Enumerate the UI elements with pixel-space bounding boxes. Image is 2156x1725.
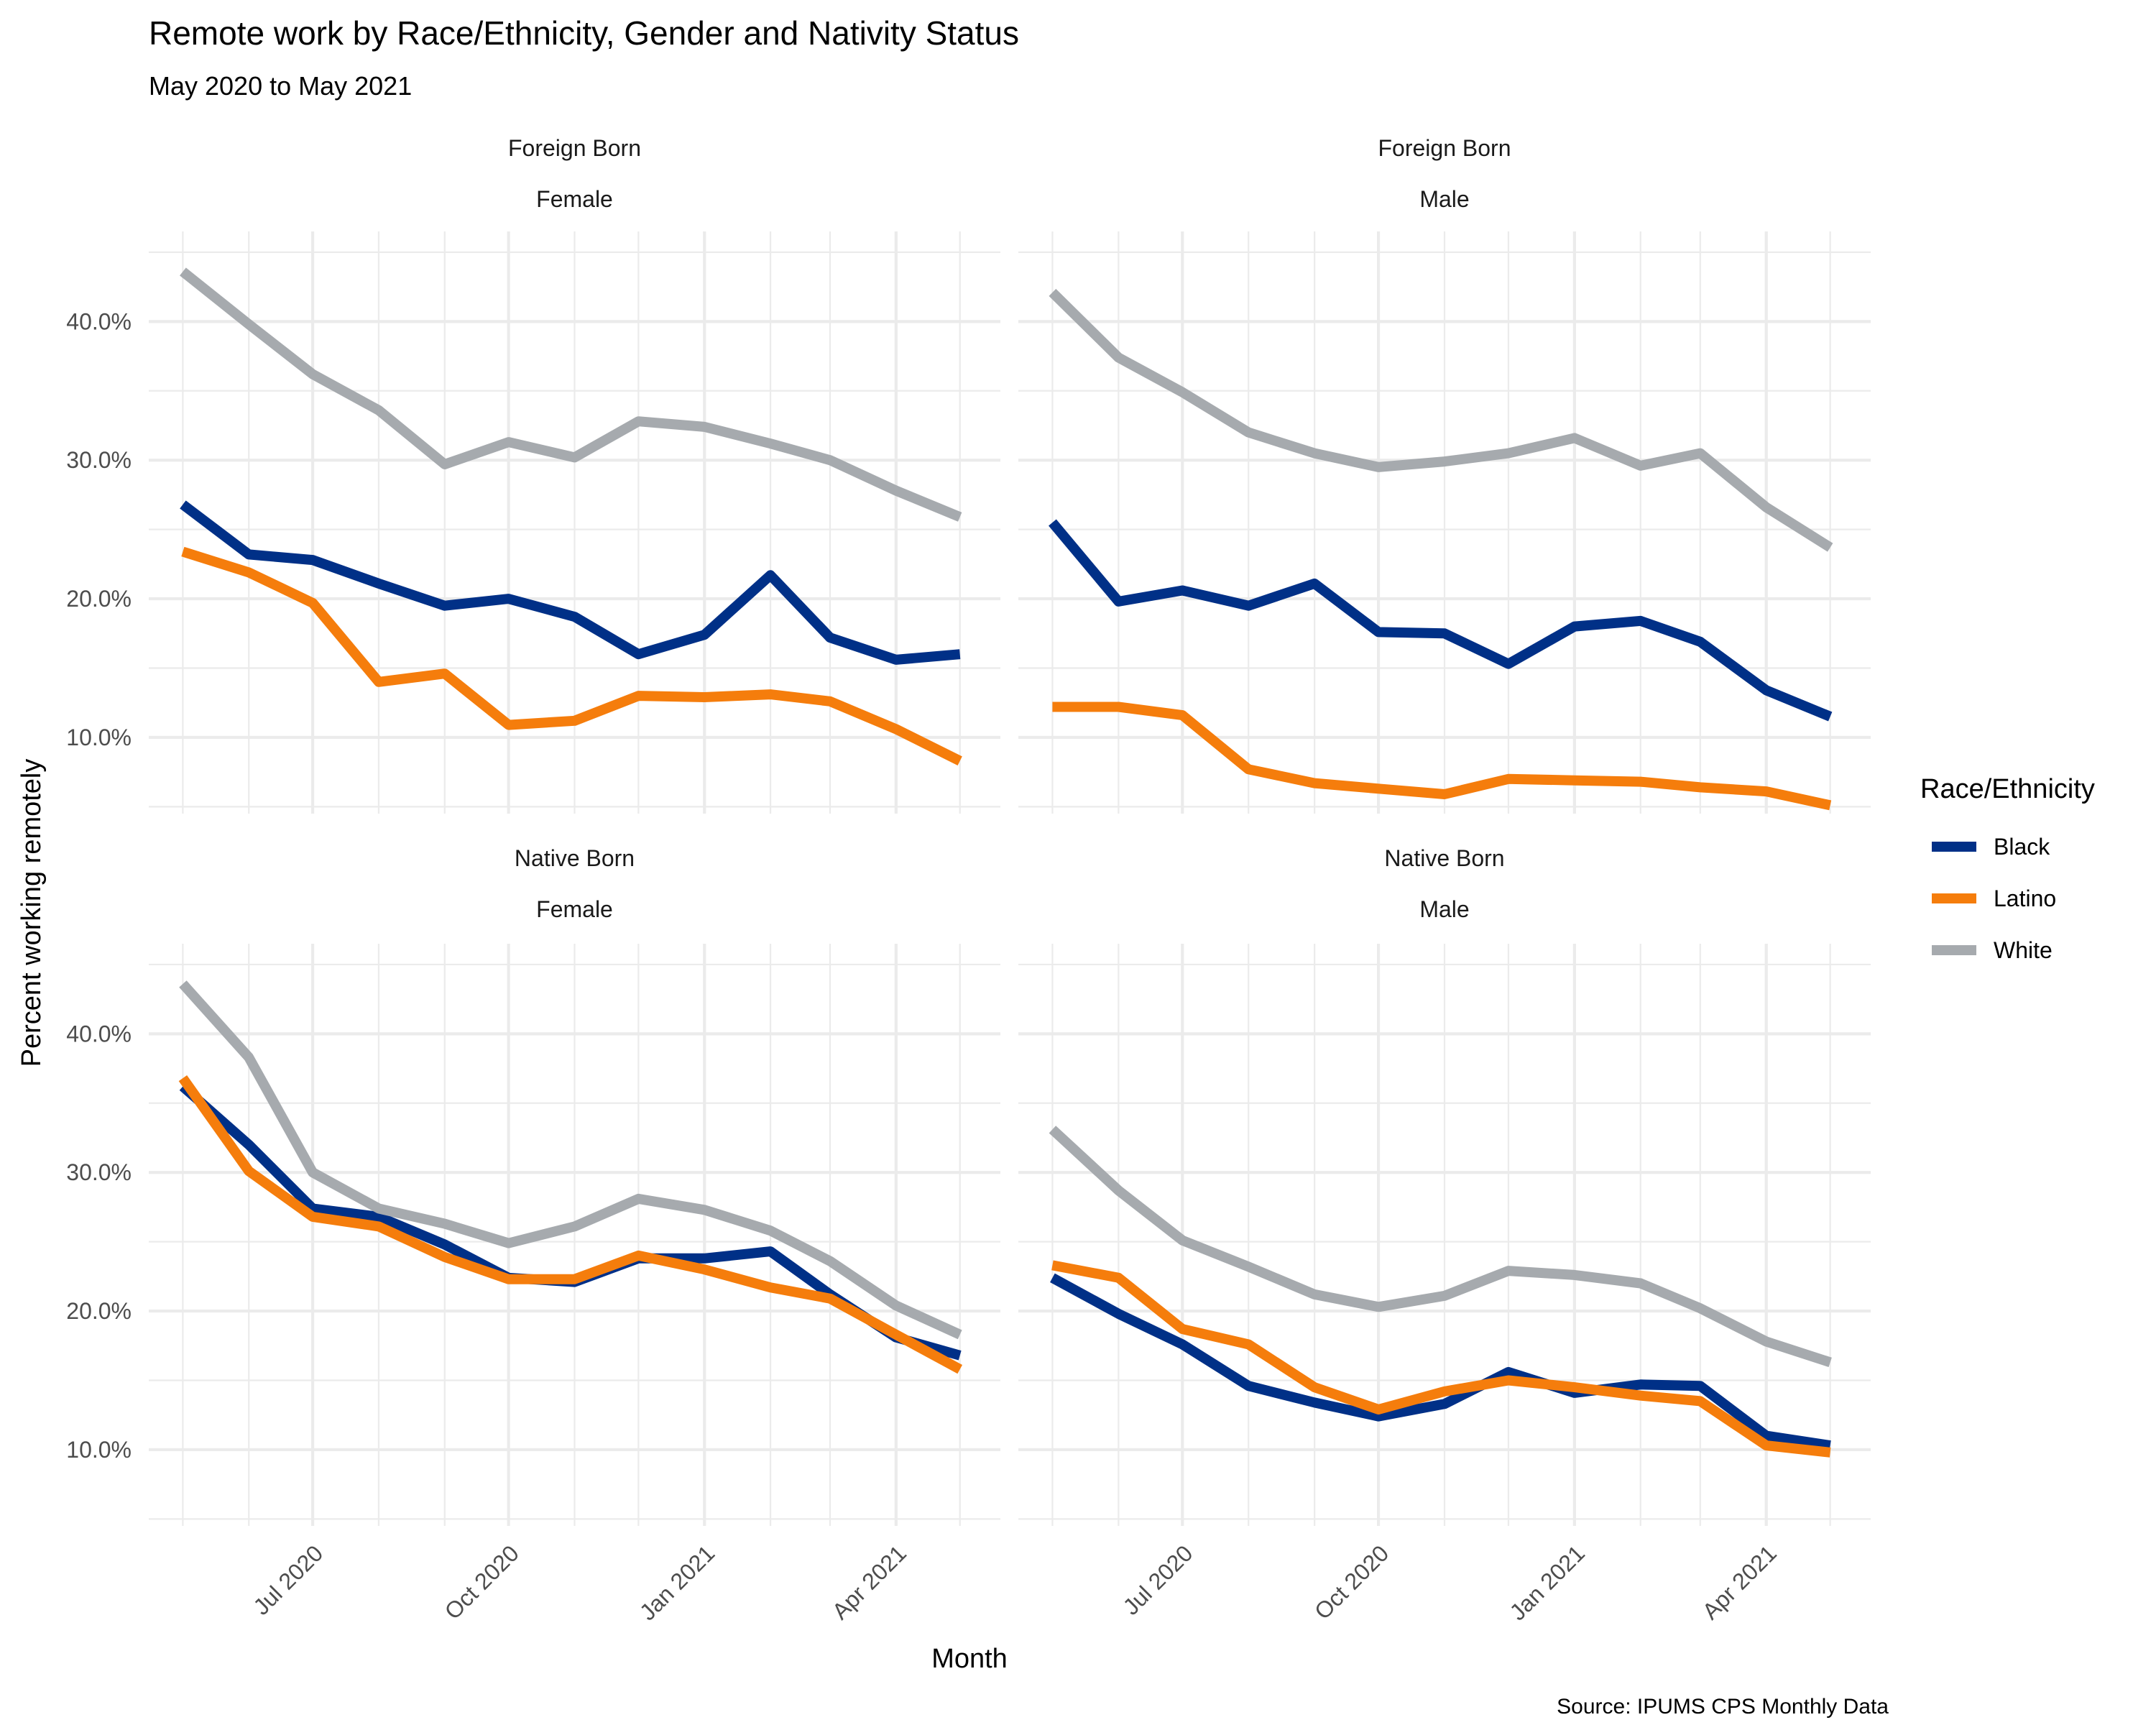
series-line-latino [178, 1075, 963, 1374]
y-tick-label: 30.0% [66, 1159, 132, 1185]
facet-panel: Foreign Born Male [1018, 135, 1871, 814]
facet-strip-gender: Male [1419, 896, 1469, 922]
legend-label-latino: Latino [1994, 886, 2056, 911]
x-tick-label: Apr 2021 [1697, 1540, 1782, 1624]
series-line-white [1049, 1126, 1832, 1368]
series-line-latino [1052, 702, 1832, 811]
series-line-white [180, 267, 962, 522]
facet-strip-nativity: Native Born [1384, 845, 1504, 871]
series-line-black [180, 500, 961, 665]
series-line-black [179, 1082, 962, 1361]
series-line-latino [181, 546, 962, 765]
chart-title: Remote work by Race/Ethnicity, Gender an… [149, 14, 1019, 52]
series-line-latino [1051, 1260, 1831, 1458]
x-tick-label: Oct 2020 [1309, 1540, 1393, 1624]
facet-panels: Foreign BornFemale10.0%20.0%30.0%40.0%Fo… [66, 135, 1871, 1625]
x-tick-label: Jul 2020 [248, 1540, 328, 1620]
x-tick-label: Jan 2021 [1505, 1540, 1590, 1626]
y-tick-label: 20.0% [66, 586, 132, 612]
y-tick-label: 10.0% [66, 1437, 132, 1463]
x-tick-label: Oct 2020 [440, 1540, 524, 1624]
facet-panel: Native Born Male Jul 2020 Oct 2020 Jan 2021 A… [1018, 845, 1871, 1625]
y-tick-label: 40.0% [66, 1021, 132, 1046]
legend-title: Race/Ethnicity [1920, 774, 2095, 804]
facet-panel: Native Born Female 10.0% 20.0% 30.0% 40.0% Jul… [66, 845, 1000, 1625]
facet-strip-nativity: Native Born [515, 845, 635, 871]
x-tick-label: Apr 2021 [827, 1540, 911, 1624]
facet-strip-nativity: Foreign Born [1378, 135, 1511, 161]
x-axis-label: Month [931, 1644, 1008, 1674]
x-tick-label: Jan 2021 [635, 1540, 720, 1626]
legend: Race/Ethnicity Black Latino White [1920, 774, 2095, 963]
legend-label-black: Black [1994, 834, 2050, 860]
legend-label-white: White [1994, 937, 2053, 963]
y-tick-label: 40.0% [66, 308, 132, 334]
facet-strip-gender: Female [536, 186, 613, 212]
facet-strip-nativity: Foreign Born [508, 135, 641, 161]
series-line-white [179, 980, 962, 1340]
y-tick-label: 20.0% [66, 1298, 132, 1324]
y-tick-label: 10.0% [66, 724, 132, 750]
y-axis-label: Percent working remotely [17, 759, 47, 1067]
facet-strip-gender: Female [536, 896, 613, 922]
chart-subtitle: May 2020 to May 2021 [149, 71, 412, 101]
series-line-white [1049, 288, 1833, 552]
facet-strip-gender: Male [1419, 186, 1469, 212]
x-tick-label: Jul 2020 [1118, 1540, 1198, 1620]
series-line-black [1050, 1273, 1831, 1451]
y-tick-label: 30.0% [66, 447, 132, 473]
facet-panel: Foreign Born Female 10.0% 20.0% 30.0% 40.0% [66, 135, 1000, 814]
chart-caption: Source: IPUMS CPS Monthly Data [1557, 1695, 1889, 1719]
series-line-black [1049, 519, 1833, 722]
